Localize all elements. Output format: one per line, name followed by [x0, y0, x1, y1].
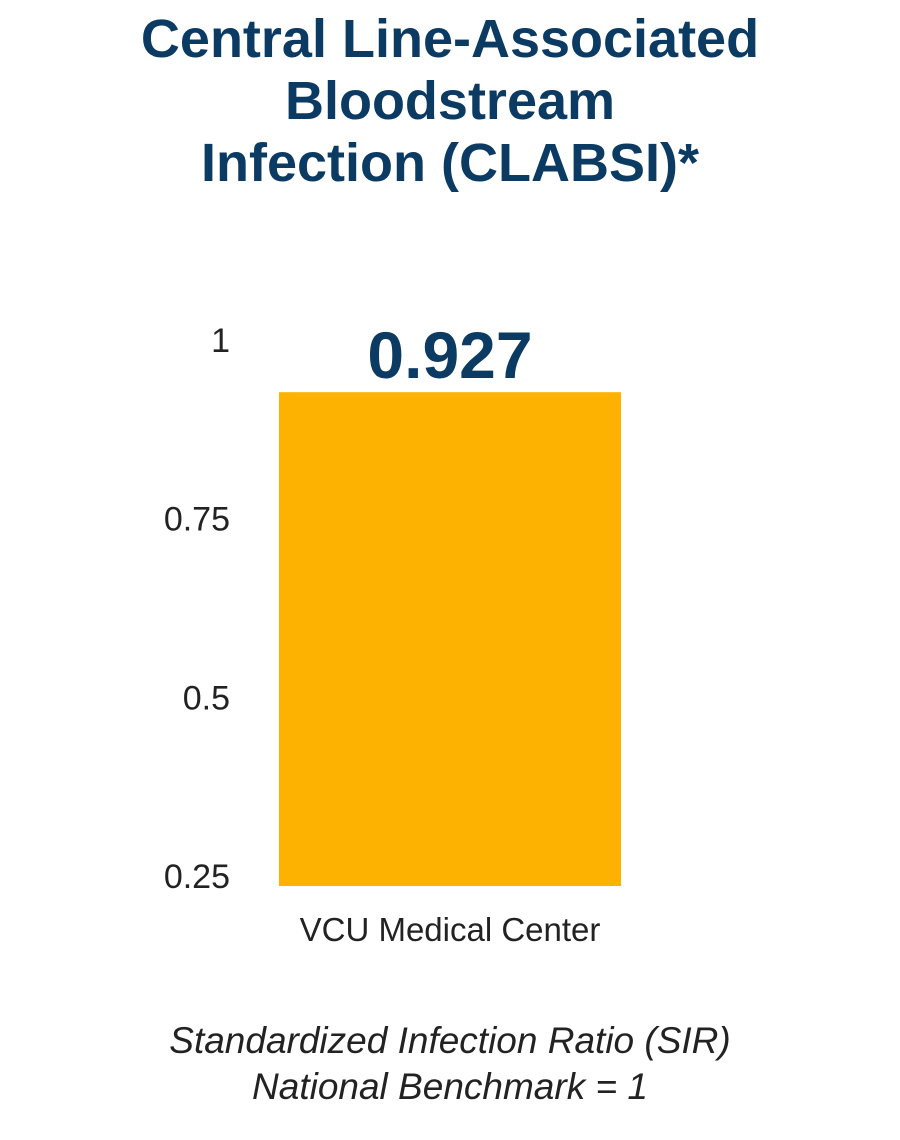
bar [279, 392, 621, 886]
chart-notes: Standardized Infection Ratio (SIR) Natio… [0, 1018, 900, 1110]
y-tick-label: 0.5 [183, 679, 230, 717]
benchmark-note: National Benchmark = 1 [252, 1066, 648, 1107]
sir-note: Standardized Infection Ratio (SIR) [169, 1020, 731, 1061]
chart-title: Central Line-Associated Bloodstream Infe… [0, 8, 900, 194]
bar-value-label: 0.927 [367, 318, 532, 392]
y-tick-label: 0.25 [164, 858, 230, 896]
chart-title-line-1: Central Line-Associated [140, 9, 760, 69]
y-tick-label: 0.75 [164, 501, 230, 539]
chart-title-line-3: Infection (CLABSI)* [201, 133, 699, 193]
chart-title-line-2: Bloodstream [284, 71, 616, 131]
category-label: VCU Medical Center [300, 911, 601, 948]
y-tick-label: 1 [211, 322, 230, 360]
